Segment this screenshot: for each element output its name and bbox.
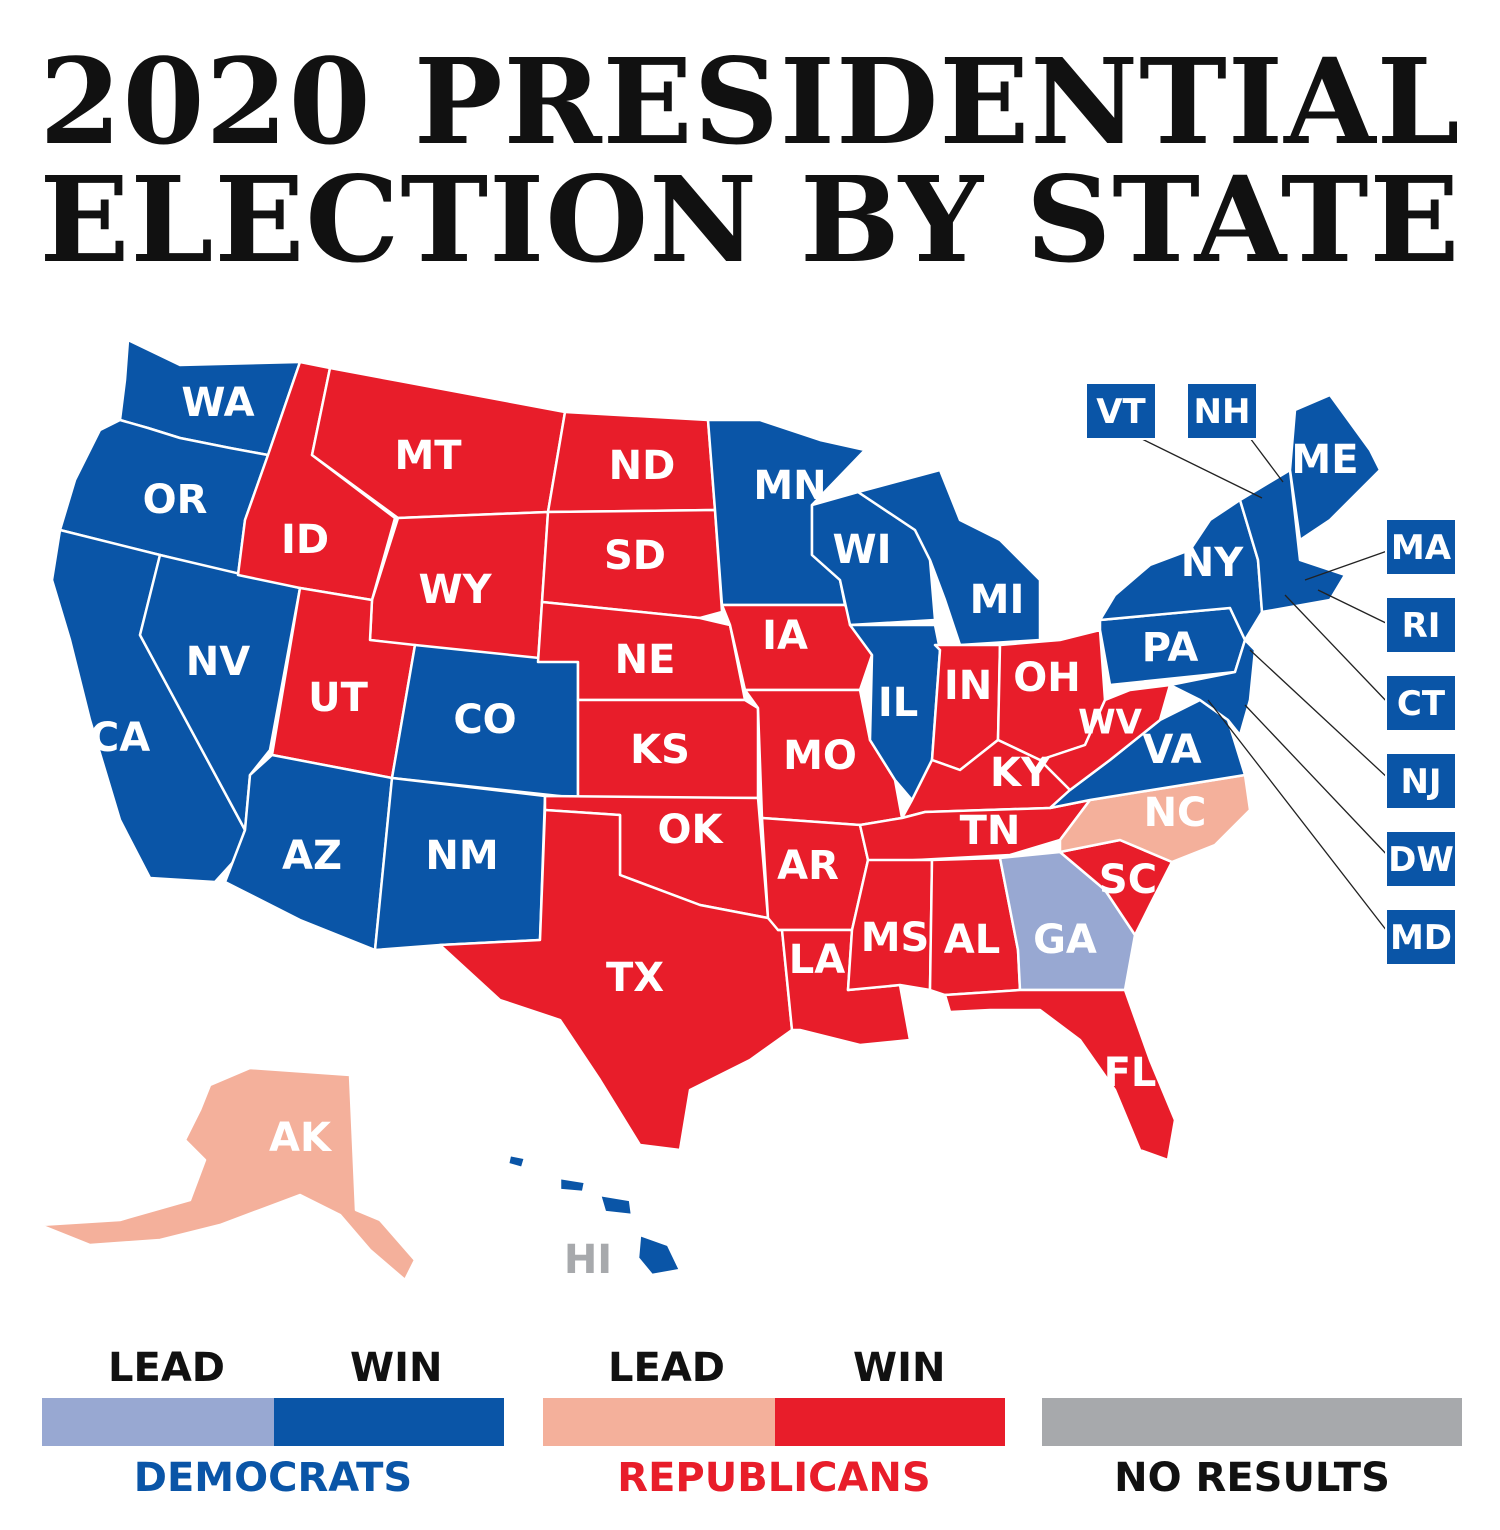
- state-NC[interactable]: [1058, 773, 1252, 864]
- label-IL: IL: [878, 680, 918, 726]
- label-OK: OK: [658, 807, 725, 853]
- leader-MA: [1304, 549, 1391, 581]
- box-NJ[interactable]: NJ: [1385, 752, 1457, 810]
- label-AR: AR: [777, 843, 839, 889]
- legend-dem-win-label: WIN: [350, 1345, 443, 1391]
- label-MO: MO: [783, 733, 857, 779]
- box-RI[interactable]: RI: [1385, 596, 1457, 654]
- label-OH: OH: [1013, 655, 1080, 701]
- legend-republicans: REPUBLICANS: [617, 1455, 931, 1501]
- label-PA: PA: [1142, 625, 1199, 671]
- label-CO: CO: [453, 697, 516, 743]
- label-UT: UT: [308, 675, 368, 721]
- legend-swatch-rep-win: [775, 1398, 1005, 1446]
- state-TX[interactable]: [438, 808, 794, 1152]
- label-NM: NM: [425, 833, 498, 879]
- page-title-line-1: 2020 PRESIDENTIAL: [39, 32, 1461, 171]
- leader-DW: [1244, 704, 1391, 859]
- state-KS[interactable]: [576, 698, 760, 800]
- label-TN: TN: [960, 808, 1021, 854]
- state-HI-islands[interactable]: [506, 1153, 682, 1277]
- label-NE: NE: [615, 637, 676, 683]
- box-CT[interactable]: CT: [1385, 674, 1457, 732]
- legend-swatch-dem-lead: [42, 1398, 274, 1446]
- box-DW[interactable]: DW: [1385, 830, 1457, 888]
- legend-swatch-dem-win: [274, 1398, 504, 1446]
- label-MS: MS: [861, 915, 930, 961]
- label-KY: KY: [990, 750, 1051, 796]
- label-ND: ND: [609, 443, 676, 489]
- legend-dem-lead-label: LEAD: [108, 1345, 225, 1391]
- label-NY: NY: [1181, 540, 1244, 586]
- label-MI: MI: [970, 577, 1025, 623]
- leader-CT: [1284, 594, 1391, 706]
- state-SD[interactable]: [540, 508, 724, 620]
- legend-no-results: NO RESULTS: [1114, 1455, 1390, 1501]
- label-AZ: AZ: [282, 833, 342, 879]
- label-VA: VA: [1142, 727, 1201, 773]
- box-VT[interactable]: VT: [1085, 382, 1157, 440]
- label-NV: NV: [186, 639, 250, 685]
- legend-rep-win-label: WIN: [853, 1345, 946, 1391]
- us-election-map: WA OR CA NV ID MT WY UT CO AZ NM ND SD N…: [38, 338, 1391, 1283]
- label-IN: IN: [944, 663, 992, 709]
- label-FL: FL: [1104, 1050, 1157, 1096]
- state-ME[interactable]: [1288, 393, 1382, 542]
- legend-swatch-rep-lead: [543, 1398, 775, 1446]
- label-TX: TX: [606, 955, 664, 1001]
- label-MT: MT: [394, 433, 462, 479]
- box-NH[interactable]: NH: [1186, 382, 1258, 440]
- page-title-line-2: ELECTION BY STATE: [39, 150, 1461, 289]
- label-WV: WV: [1078, 703, 1143, 743]
- leader-VT: [1139, 437, 1263, 499]
- leader-RI: [1317, 589, 1391, 626]
- state-MI[interactable]: [856, 468, 1042, 647]
- label-CA: CA: [90, 715, 150, 761]
- label-NC: NC: [1144, 790, 1207, 836]
- label-AL: AL: [944, 917, 1000, 963]
- box-MD[interactable]: MD: [1385, 908, 1457, 966]
- legend-rep-lead-label: LEAD: [608, 1345, 725, 1391]
- legend-swatch-no-results: [1042, 1398, 1462, 1446]
- state-WV[interactable]: [1038, 683, 1172, 792]
- leader-MD: [1207, 699, 1391, 936]
- leader-NH: [1249, 437, 1284, 483]
- state-MidAtlantic: [1168, 638, 1257, 737]
- label-HI: HI: [564, 1237, 612, 1283]
- label-WA: WA: [181, 380, 254, 426]
- label-ID: ID: [281, 517, 329, 563]
- label-AK: AK: [269, 1115, 333, 1161]
- label-KS: KS: [630, 727, 690, 773]
- label-SC: SC: [1099, 857, 1157, 903]
- state-FL[interactable]: [943, 988, 1177, 1162]
- legend-democrats: DEMOCRATS: [133, 1455, 413, 1501]
- leader-NJ: [1249, 649, 1391, 781]
- label-MN: MN: [753, 463, 826, 509]
- label-SD: SD: [604, 533, 666, 579]
- label-GA: GA: [1033, 917, 1097, 963]
- label-WY: WY: [418, 567, 492, 613]
- label-IA: IA: [762, 613, 808, 659]
- label-ME: ME: [1291, 437, 1358, 483]
- label-WI: WI: [832, 527, 891, 573]
- label-OR: OR: [143, 477, 208, 523]
- state-TN[interactable]: [858, 798, 1092, 864]
- box-MA[interactable]: MA: [1385, 518, 1457, 576]
- label-LA: LA: [789, 937, 845, 983]
- state-AK[interactable]: [38, 1066, 417, 1282]
